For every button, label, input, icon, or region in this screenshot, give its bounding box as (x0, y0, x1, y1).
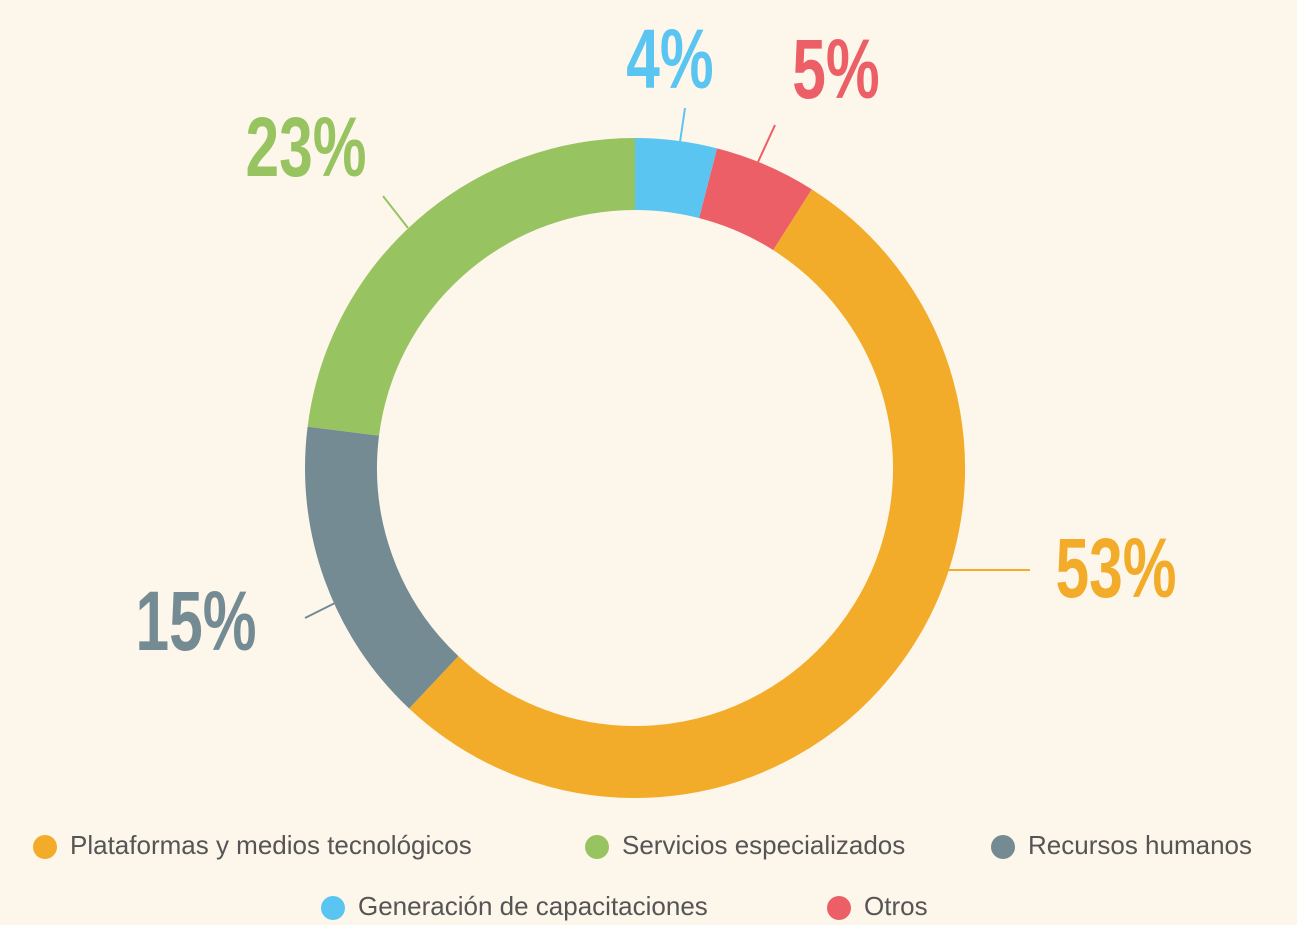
value-label: 4% (626, 12, 713, 106)
leader-line (757, 124, 776, 163)
legend-swatch (827, 896, 851, 920)
legend-swatch (991, 835, 1015, 859)
value-label: 53% (1055, 521, 1176, 615)
legend-swatch (33, 835, 57, 859)
value-label: 23% (245, 100, 366, 194)
value-label: 15% (135, 574, 256, 668)
legend-label: Recursos humanos (1028, 830, 1252, 860)
donut-slice (305, 426, 459, 709)
leader-line (304, 602, 336, 619)
legend-label: Generación de capacitaciones (358, 891, 708, 921)
leader-line (382, 195, 409, 229)
value-label: 5% (792, 22, 879, 116)
legend-label: Servicios especializados (622, 830, 905, 860)
donut-slice (409, 189, 965, 798)
legend-swatch (585, 835, 609, 859)
donut-slice (634, 138, 718, 219)
donut-slice (698, 148, 812, 251)
legend-label: Plataformas y medios tecnológicos (70, 830, 472, 860)
legend-swatch (321, 896, 345, 920)
legend-label: Otros (864, 891, 928, 921)
leader-line (679, 107, 686, 143)
donut-slice (307, 138, 636, 437)
